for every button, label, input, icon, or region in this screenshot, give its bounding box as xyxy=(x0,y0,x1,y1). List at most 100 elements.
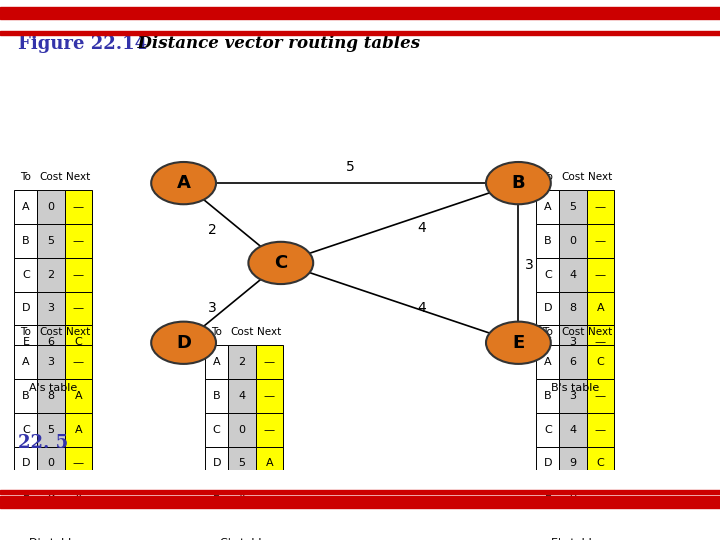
Bar xyxy=(536,190,559,224)
Text: Cost: Cost xyxy=(40,327,63,336)
Text: —: — xyxy=(73,357,84,367)
Text: Cost: Cost xyxy=(562,172,585,181)
Bar xyxy=(559,481,587,514)
Bar xyxy=(205,379,228,413)
Bar xyxy=(65,413,92,447)
Text: C: C xyxy=(75,338,82,347)
Bar xyxy=(205,447,228,481)
Text: 3: 3 xyxy=(570,391,577,401)
Bar xyxy=(205,345,228,379)
Text: To: To xyxy=(20,327,32,336)
Text: A: A xyxy=(544,357,552,367)
Bar xyxy=(228,413,256,447)
Bar xyxy=(559,447,587,481)
Bar xyxy=(536,413,559,447)
Bar xyxy=(37,326,65,359)
Text: D: D xyxy=(22,458,30,468)
Text: A: A xyxy=(75,492,82,502)
Bar xyxy=(37,447,65,481)
Text: 2: 2 xyxy=(238,357,246,367)
Text: A: A xyxy=(213,357,220,367)
Text: 0: 0 xyxy=(570,236,577,246)
Bar xyxy=(205,481,228,514)
Text: E: E xyxy=(544,492,552,502)
Text: —: — xyxy=(264,391,275,401)
Text: Next: Next xyxy=(66,172,91,181)
Bar xyxy=(37,258,65,292)
Bar xyxy=(256,413,283,447)
Text: —: — xyxy=(595,236,606,246)
Text: E: E xyxy=(512,334,525,352)
Bar xyxy=(65,326,92,359)
Bar xyxy=(587,413,614,447)
Text: B's table: B's table xyxy=(551,383,600,393)
Bar xyxy=(228,481,256,514)
Text: E's table: E's table xyxy=(552,538,599,540)
Text: B: B xyxy=(213,391,220,401)
Bar xyxy=(228,447,256,481)
Bar xyxy=(37,413,65,447)
Text: —: — xyxy=(264,492,275,502)
Bar xyxy=(256,379,283,413)
Text: 5: 5 xyxy=(48,236,55,246)
Text: 5: 5 xyxy=(570,202,577,212)
Text: 4: 4 xyxy=(238,492,246,502)
Bar xyxy=(65,258,92,292)
Text: 5: 5 xyxy=(48,424,55,435)
Text: 2: 2 xyxy=(48,269,55,280)
Text: C: C xyxy=(544,269,552,280)
Bar xyxy=(559,413,587,447)
Text: Cost: Cost xyxy=(230,327,253,336)
Text: 0: 0 xyxy=(48,458,55,468)
Bar xyxy=(536,292,559,326)
Text: —: — xyxy=(595,492,606,502)
Bar xyxy=(65,447,92,481)
Circle shape xyxy=(248,242,313,284)
Text: Distance vector routing tables: Distance vector routing tables xyxy=(126,35,420,52)
Text: 4: 4 xyxy=(417,301,426,315)
Text: D: D xyxy=(544,458,552,468)
Bar xyxy=(536,345,559,379)
Bar xyxy=(14,292,37,326)
Bar xyxy=(37,481,65,514)
Text: Cost: Cost xyxy=(40,172,63,181)
Bar xyxy=(536,481,559,514)
Text: —: — xyxy=(595,424,606,435)
Text: Next: Next xyxy=(588,172,613,181)
Text: Figure 22.14: Figure 22.14 xyxy=(18,35,147,53)
Bar xyxy=(587,345,614,379)
Text: E: E xyxy=(544,338,552,347)
Bar xyxy=(587,224,614,258)
Bar xyxy=(256,481,283,514)
Bar xyxy=(587,447,614,481)
Bar xyxy=(536,258,559,292)
Text: To: To xyxy=(211,327,222,336)
Circle shape xyxy=(151,162,216,204)
Text: To: To xyxy=(20,172,32,181)
Text: 0: 0 xyxy=(570,492,577,502)
Text: To: To xyxy=(542,172,554,181)
Bar xyxy=(37,190,65,224)
Text: B: B xyxy=(544,236,552,246)
Text: B: B xyxy=(22,391,30,401)
Text: —: — xyxy=(264,424,275,435)
Text: C: C xyxy=(544,424,552,435)
Bar xyxy=(65,224,92,258)
Text: —: — xyxy=(595,202,606,212)
Text: Next: Next xyxy=(257,327,282,336)
Text: —: — xyxy=(73,303,84,314)
Bar xyxy=(536,447,559,481)
Text: 3: 3 xyxy=(48,357,55,367)
Text: —: — xyxy=(73,236,84,246)
Text: 9: 9 xyxy=(48,492,55,502)
Text: —: — xyxy=(73,202,84,212)
Text: A: A xyxy=(176,174,191,192)
Bar xyxy=(37,292,65,326)
Bar xyxy=(559,345,587,379)
Bar xyxy=(559,326,587,359)
Text: 8: 8 xyxy=(48,391,55,401)
Text: E: E xyxy=(22,338,30,347)
Bar xyxy=(587,190,614,224)
Text: A: A xyxy=(266,458,273,468)
Bar xyxy=(559,190,587,224)
